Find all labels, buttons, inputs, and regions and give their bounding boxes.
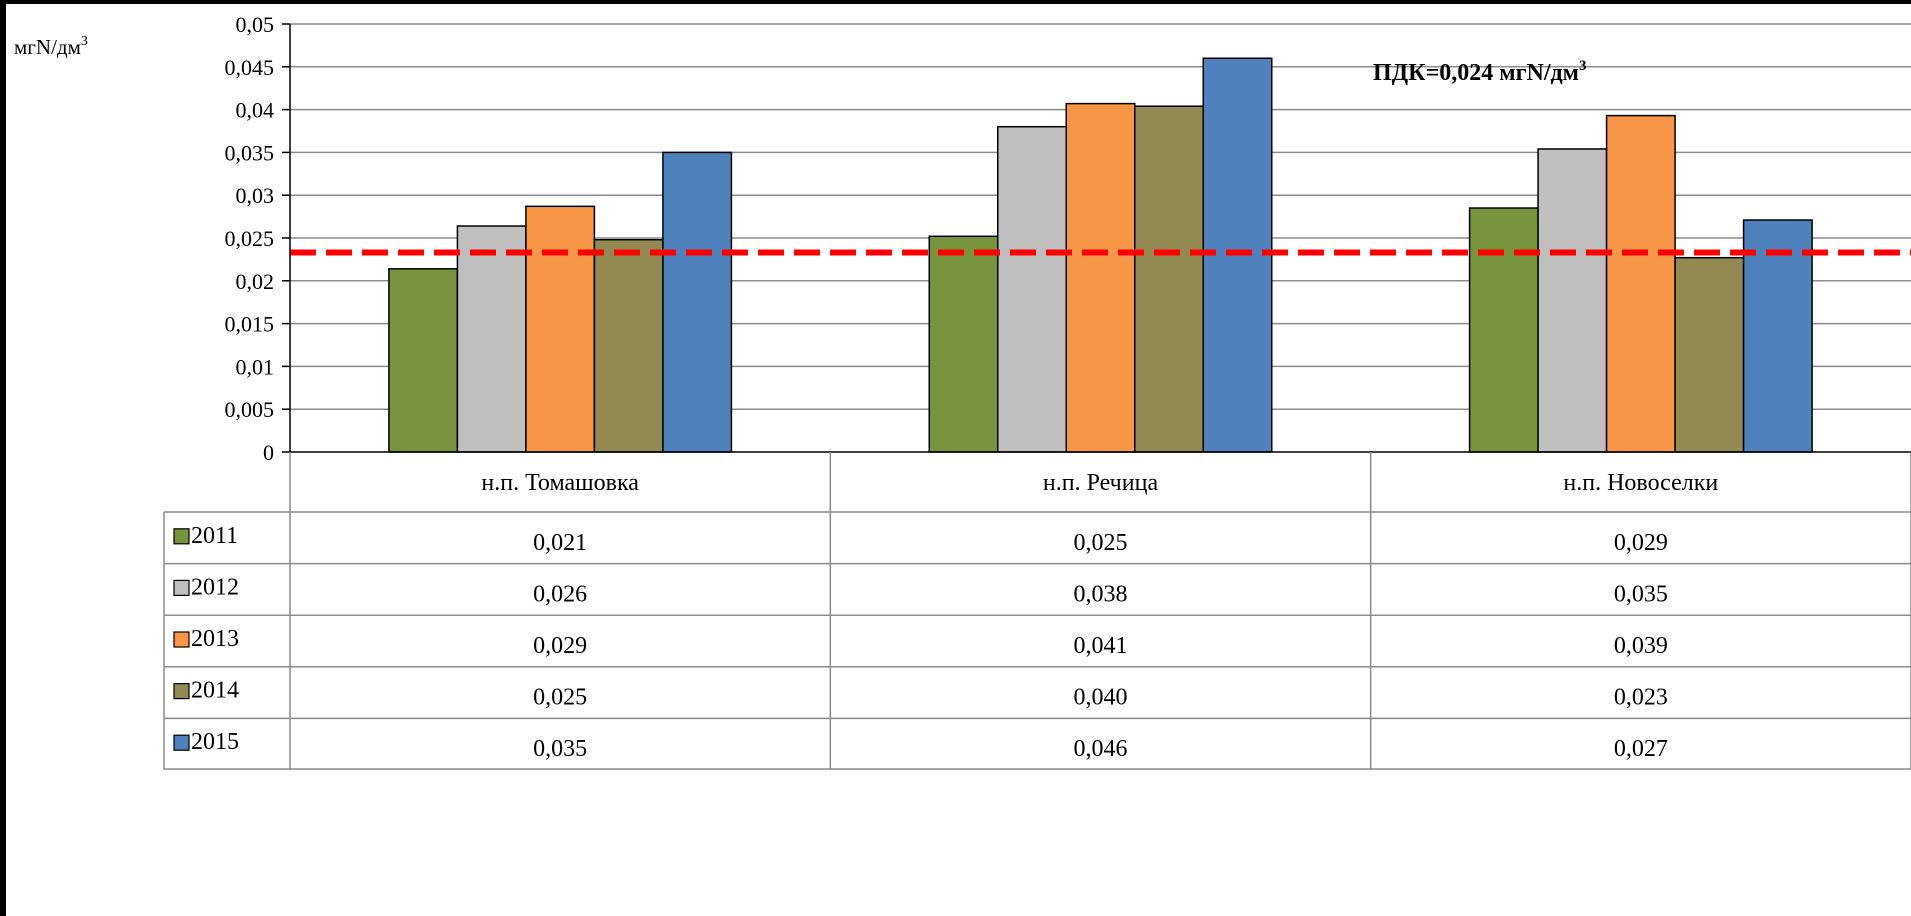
table-value-cell: 0,027 <box>1614 736 1668 762</box>
legend-label-2014: 2014 <box>191 678 239 704</box>
y-tick-label: 0,045 <box>225 55 275 80</box>
legend-label-2012: 2012 <box>191 574 239 600</box>
y-axis-unit-label: мгN/дм3 <box>14 34 88 59</box>
y-tick-label: 0,015 <box>225 312 275 337</box>
table-value-cell: 0,035 <box>533 736 587 762</box>
legend-label-2011: 2011 <box>191 523 238 549</box>
bar-2013-1 <box>525 205 596 453</box>
table-value-cell: 0,041 <box>1074 633 1128 659</box>
table-value-cell: 0,035 <box>1614 581 1668 607</box>
bar-2015-1 <box>662 151 733 453</box>
table-value-cell: 0,046 <box>1074 736 1128 762</box>
y-tick-label: 0,04 <box>236 98 275 123</box>
bar-2013-2 <box>1065 102 1136 453</box>
y-tick-label: 0,005 <box>225 397 275 422</box>
bar-2011-2 <box>928 235 999 453</box>
y-tick-label: 0,035 <box>225 140 275 165</box>
legend-swatch-2014 <box>173 682 190 700</box>
bar-2013-3 <box>1605 114 1676 453</box>
legend-label-2013: 2013 <box>191 626 239 652</box>
table-category-header: н.п. Новоселки <box>1563 470 1718 496</box>
table-value-cell: 0,025 <box>1074 530 1128 556</box>
bar-2014-2 <box>1134 105 1204 453</box>
table-value-cell: 0,038 <box>1074 581 1128 607</box>
table-value-cell: 0,029 <box>533 633 587 659</box>
table-value-cell: 0,021 <box>533 530 587 556</box>
table-category-header: н.п. Речица <box>1043 470 1159 496</box>
y-tick-label: 0,025 <box>225 226 275 251</box>
y-tick-label: 0,02 <box>236 269 275 294</box>
table-value-cell: 0,029 <box>1614 530 1668 556</box>
axes <box>289 24 1911 453</box>
pdk-annotation: ПДК=0,024 мгN/дм3 <box>1373 58 1587 86</box>
table-value-cell: 0,023 <box>1614 685 1668 711</box>
table-value-cell: 0,026 <box>533 581 587 607</box>
bar-2014-3 <box>1674 256 1745 453</box>
data-table: н.п. Томашовка н.п. Речица н.п. Новоселки 2… <box>163 452 1911 770</box>
y-tick-label: 0 <box>263 440 274 465</box>
y-axis-ticks: 0 0,005 0,01 0,015 0,02 0,025 0,03 0,035 0,04 0,0… <box>225 12 290 465</box>
legend-swatch-2011 <box>173 528 190 545</box>
table-value-cell: 0,025 <box>533 685 587 711</box>
table-value-cell: 0,040 <box>1074 685 1128 711</box>
bar-2014-1 <box>593 238 664 453</box>
table-category-header: н.п. Томашовка <box>481 470 639 496</box>
bar-2011-1 <box>388 268 459 453</box>
bar-2012-1 <box>456 225 527 453</box>
bar-2012-3 <box>1537 148 1608 453</box>
y-tick-label: 0,01 <box>236 354 275 379</box>
bar-2011-3 <box>1468 207 1539 453</box>
legend-swatch-2013 <box>173 631 190 648</box>
y-tick-label: 0,05 <box>236 12 275 37</box>
table-value-cell: 0,039 <box>1614 633 1668 659</box>
legend-swatch-2012 <box>173 579 190 597</box>
y-tick-label: 0,03 <box>236 183 275 208</box>
legend-label-2015: 2015 <box>191 729 239 755</box>
bar-2012-2 <box>997 125 1067 453</box>
legend-swatch-2015 <box>173 734 190 751</box>
